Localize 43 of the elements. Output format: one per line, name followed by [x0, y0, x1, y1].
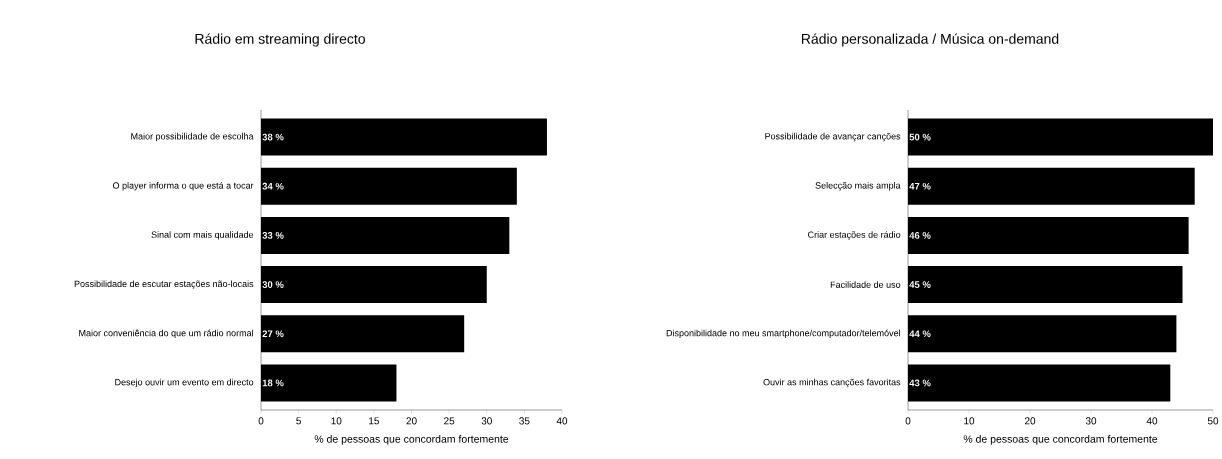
x-tick-label: 0	[905, 417, 911, 425]
y-tick-label: Ouvir as minhas canções favoritas	[763, 378, 901, 388]
x-tick-label: 30	[1085, 417, 1097, 425]
y-tick-label: Desejo ouvir um evento em directo	[115, 378, 254, 388]
x-tick-label: 35	[519, 417, 530, 425]
chart-title: Rádio personalizada / Música on-demand	[801, 33, 1059, 47]
data-label: 18 %	[262, 379, 284, 387]
x-tick-label: 40	[556, 417, 568, 425]
x-tick-label: 15	[369, 417, 380, 425]
x-tick-label: 25	[444, 417, 455, 425]
data-label: 45 %	[909, 281, 931, 288]
data-label: 46 %	[909, 232, 931, 239]
x-tick-label: 5	[296, 417, 301, 425]
y-tick-label: O player informa o que está a tocar	[112, 182, 254, 191]
y-tick-label: Maior conveniência do que um rádio normal	[79, 329, 253, 339]
x-tick-label: 0	[258, 417, 264, 425]
data-label: 47 %	[909, 182, 931, 190]
data-label: 43 %	[909, 379, 931, 387]
y-tick-label: Sinal com mais qualidade	[151, 231, 254, 240]
data-label: 44 %	[909, 330, 931, 338]
y-tick-label: Criar estações de rádio	[808, 231, 901, 240]
data-label: 33 %	[262, 232, 284, 239]
x-axis-title: % de pessoas que concordam fortemente	[314, 434, 509, 445]
x-axis-title: % de pessoas que concordam fortemente	[963, 434, 1158, 445]
data-label: 38 %	[262, 133, 284, 141]
x-tick-label: 10	[964, 417, 975, 425]
x-tick-label: 40	[1146, 417, 1158, 425]
chart-title: Rádio em streaming directo	[195, 33, 365, 47]
data-label: 50 %	[909, 133, 931, 141]
data-label: 27 %	[262, 330, 284, 338]
y-tick-label: Selecção mais ampla	[815, 182, 901, 191]
data-label: 34 %	[262, 182, 284, 190]
x-tick-label: 50	[1207, 417, 1219, 425]
x-tick-label: 30	[481, 417, 492, 425]
y-tick-label: Possibilidade de avançar canções	[765, 132, 901, 142]
y-tick-label: Maior possibilidade de escolha	[131, 132, 254, 142]
x-tick-label: 10	[331, 417, 342, 425]
x-tick-label: 20	[406, 417, 417, 425]
x-tick-label: 20	[1024, 417, 1036, 425]
y-tick-label: Facilidade de uso	[830, 281, 901, 288]
y-tick-label: Disponibilidade no meu smartphone/computador/telemóvel	[666, 329, 900, 339]
data-label: 30 %	[262, 281, 284, 288]
y-tick-label: Possibilidade de escutar estações não-locais	[74, 280, 254, 289]
